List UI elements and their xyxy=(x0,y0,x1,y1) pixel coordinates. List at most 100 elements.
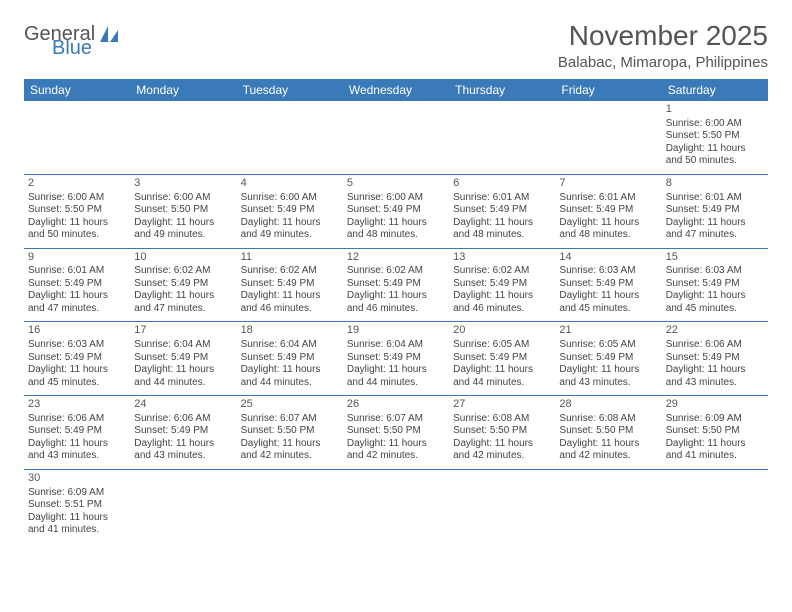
sunset-text: Sunset: 5:49 PM xyxy=(347,204,445,217)
sunset-text: Sunset: 5:49 PM xyxy=(28,278,126,291)
calendar-cell xyxy=(343,101,449,174)
daylight-text: Daylight: 11 hours and 44 minutes. xyxy=(134,364,232,389)
sunrise-text: Sunrise: 6:05 AM xyxy=(559,339,657,352)
calendar-week-row: 2Sunrise: 6:00 AMSunset: 5:50 PMDaylight… xyxy=(24,174,768,248)
calendar-cell xyxy=(237,469,343,542)
sunset-text: Sunset: 5:50 PM xyxy=(559,425,657,438)
calendar-cell: 6Sunrise: 6:01 AMSunset: 5:49 PMDaylight… xyxy=(449,174,555,248)
day-number: 27 xyxy=(453,398,551,412)
calendar-cell: 25Sunrise: 6:07 AMSunset: 5:50 PMDayligh… xyxy=(237,396,343,470)
calendar-cell: 9Sunrise: 6:01 AMSunset: 5:49 PMDaylight… xyxy=(24,248,130,322)
logo: General Blue xyxy=(24,24,122,58)
sunset-text: Sunset: 5:49 PM xyxy=(666,352,764,365)
sunrise-text: Sunrise: 6:04 AM xyxy=(347,339,445,352)
day-number: 22 xyxy=(666,324,764,338)
day-number: 6 xyxy=(453,177,551,191)
day-number: 11 xyxy=(241,251,339,265)
sunrise-text: Sunrise: 6:00 AM xyxy=(666,118,764,131)
day-number: 20 xyxy=(453,324,551,338)
col-saturday: Saturday xyxy=(662,79,768,101)
sunrise-text: Sunrise: 6:06 AM xyxy=(28,413,126,426)
calendar-week-row: 30Sunrise: 6:09 AMSunset: 5:51 PMDayligh… xyxy=(24,469,768,542)
sunrise-text: Sunrise: 6:01 AM xyxy=(559,192,657,205)
logo-sail-icon xyxy=(100,26,122,42)
day-number: 18 xyxy=(241,324,339,338)
daylight-text: Daylight: 11 hours and 43 minutes. xyxy=(559,364,657,389)
sunrise-text: Sunrise: 6:04 AM xyxy=(241,339,339,352)
calendar-cell xyxy=(130,101,236,174)
day-number: 3 xyxy=(134,177,232,191)
sunrise-text: Sunrise: 6:02 AM xyxy=(347,265,445,278)
calendar-cell: 24Sunrise: 6:06 AMSunset: 5:49 PMDayligh… xyxy=(130,396,236,470)
calendar-cell: 21Sunrise: 6:05 AMSunset: 5:49 PMDayligh… xyxy=(555,322,661,396)
day-number: 4 xyxy=(241,177,339,191)
day-number: 13 xyxy=(453,251,551,265)
calendar-cell: 27Sunrise: 6:08 AMSunset: 5:50 PMDayligh… xyxy=(449,396,555,470)
sunset-text: Sunset: 5:49 PM xyxy=(666,278,764,291)
calendar-cell: 1Sunrise: 6:00 AMSunset: 5:50 PMDaylight… xyxy=(662,101,768,174)
sunset-text: Sunset: 5:50 PM xyxy=(453,425,551,438)
calendar-cell: 3Sunrise: 6:00 AMSunset: 5:50 PMDaylight… xyxy=(130,174,236,248)
sunset-text: Sunset: 5:49 PM xyxy=(28,425,126,438)
calendar-cell xyxy=(555,469,661,542)
col-friday: Friday xyxy=(555,79,661,101)
sunset-text: Sunset: 5:49 PM xyxy=(559,352,657,365)
sunset-text: Sunset: 5:49 PM xyxy=(28,352,126,365)
col-tuesday: Tuesday xyxy=(237,79,343,101)
day-number: 17 xyxy=(134,324,232,338)
sunset-text: Sunset: 5:49 PM xyxy=(241,352,339,365)
sunrise-text: Sunrise: 6:09 AM xyxy=(666,413,764,426)
col-sunday: Sunday xyxy=(24,79,130,101)
sunrise-text: Sunrise: 6:08 AM xyxy=(453,413,551,426)
calendar-cell: 14Sunrise: 6:03 AMSunset: 5:49 PMDayligh… xyxy=(555,248,661,322)
day-number: 7 xyxy=(559,177,657,191)
calendar-cell xyxy=(343,469,449,542)
day-number: 1 xyxy=(666,103,764,117)
col-thursday: Thursday xyxy=(449,79,555,101)
sunset-text: Sunset: 5:50 PM xyxy=(241,425,339,438)
day-number: 9 xyxy=(28,251,126,265)
daylight-text: Daylight: 11 hours and 41 minutes. xyxy=(28,512,126,537)
day-number: 8 xyxy=(666,177,764,191)
sunrise-text: Sunrise: 6:02 AM xyxy=(241,265,339,278)
title-block: November 2025 Balabac, Mimaropa, Philipp… xyxy=(558,20,768,71)
calendar-cell: 20Sunrise: 6:05 AMSunset: 5:49 PMDayligh… xyxy=(449,322,555,396)
sunrise-text: Sunrise: 6:03 AM xyxy=(666,265,764,278)
day-number: 19 xyxy=(347,324,445,338)
sunset-text: Sunset: 5:51 PM xyxy=(28,499,126,512)
day-number: 26 xyxy=(347,398,445,412)
sunrise-text: Sunrise: 6:00 AM xyxy=(347,192,445,205)
calendar-cell xyxy=(662,469,768,542)
sunrise-text: Sunrise: 6:01 AM xyxy=(28,265,126,278)
sunset-text: Sunset: 5:49 PM xyxy=(453,278,551,291)
calendar-cell: 12Sunrise: 6:02 AMSunset: 5:49 PMDayligh… xyxy=(343,248,449,322)
daylight-text: Daylight: 11 hours and 43 minutes. xyxy=(134,438,232,463)
col-wednesday: Wednesday xyxy=(343,79,449,101)
calendar-cell xyxy=(24,101,130,174)
daylight-text: Daylight: 11 hours and 47 minutes. xyxy=(28,290,126,315)
sunset-text: Sunset: 5:49 PM xyxy=(559,204,657,217)
day-number: 23 xyxy=(28,398,126,412)
sunset-text: Sunset: 5:49 PM xyxy=(559,278,657,291)
daylight-text: Daylight: 11 hours and 44 minutes. xyxy=(453,364,551,389)
calendar-cell: 2Sunrise: 6:00 AMSunset: 5:50 PMDaylight… xyxy=(24,174,130,248)
sunset-text: Sunset: 5:50 PM xyxy=(666,425,764,438)
sunrise-text: Sunrise: 6:06 AM xyxy=(666,339,764,352)
sunrise-text: Sunrise: 6:07 AM xyxy=(347,413,445,426)
sunset-text: Sunset: 5:50 PM xyxy=(134,204,232,217)
day-number: 25 xyxy=(241,398,339,412)
sunset-text: Sunset: 5:49 PM xyxy=(134,278,232,291)
day-number: 14 xyxy=(559,251,657,265)
sunset-text: Sunset: 5:50 PM xyxy=(347,425,445,438)
calendar-week-row: 16Sunrise: 6:03 AMSunset: 5:49 PMDayligh… xyxy=(24,322,768,396)
sunset-text: Sunset: 5:49 PM xyxy=(453,204,551,217)
sunset-text: Sunset: 5:50 PM xyxy=(666,130,764,143)
calendar-week-row: 9Sunrise: 6:01 AMSunset: 5:49 PMDaylight… xyxy=(24,248,768,322)
calendar-cell xyxy=(130,469,236,542)
daylight-text: Daylight: 11 hours and 50 minutes. xyxy=(666,143,764,168)
daylight-text: Daylight: 11 hours and 49 minutes. xyxy=(134,217,232,242)
daylight-text: Daylight: 11 hours and 48 minutes. xyxy=(347,217,445,242)
daylight-text: Daylight: 11 hours and 48 minutes. xyxy=(559,217,657,242)
daylight-text: Daylight: 11 hours and 43 minutes. xyxy=(666,364,764,389)
day-number: 29 xyxy=(666,398,764,412)
